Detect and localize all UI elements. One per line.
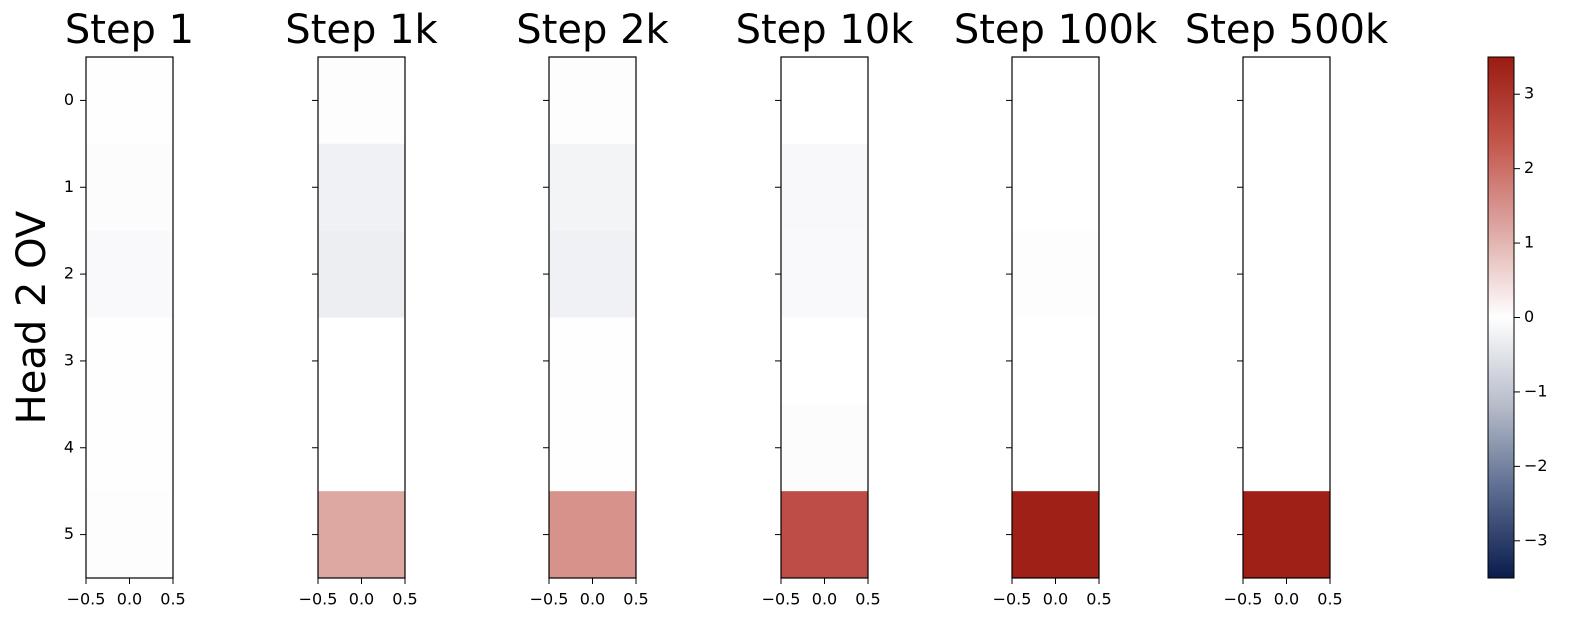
x-tick-label: 0.5	[623, 590, 648, 609]
heat-cell	[781, 230, 868, 318]
x-tick-label: −0.5	[993, 590, 1032, 609]
x-tick-label: 0.5	[1317, 590, 1342, 609]
x-tick-label: 0.0	[812, 590, 837, 609]
heat-cell	[1012, 57, 1099, 144]
heat-cell	[1012, 143, 1099, 231]
x-tick-label: 0.5	[855, 590, 880, 609]
heat-cell	[549, 317, 636, 405]
heat-cell	[1243, 57, 1330, 144]
panel-title: Step 2k	[516, 7, 669, 53]
y-tick-label: 0	[64, 90, 74, 109]
heat-cell	[1243, 491, 1330, 578]
heat-cell	[781, 57, 868, 144]
heat-cell	[549, 57, 636, 144]
x-tick-label: 0.0	[1043, 590, 1068, 609]
heat-cell	[86, 404, 173, 492]
heat-cell	[86, 317, 173, 405]
y-tick-label: 4	[64, 437, 74, 456]
panel-title: Step 100k	[954, 7, 1158, 53]
x-tick-label: 0.0	[580, 590, 605, 609]
colorbar-tick-label: 1	[1524, 233, 1534, 252]
heat-cell	[86, 57, 173, 144]
heat-cell	[1012, 230, 1099, 318]
heat-cell	[86, 230, 173, 318]
heat-cell	[1243, 317, 1330, 405]
heat-cell	[318, 57, 405, 144]
x-tick-label: 0.5	[160, 590, 185, 609]
x-tick-label: 0.0	[349, 590, 374, 609]
heat-cell	[318, 491, 405, 578]
x-tick-label: 0.0	[1274, 590, 1299, 609]
y-tick-label: 1	[64, 177, 74, 196]
colorbar-tick-label: 0	[1524, 307, 1534, 326]
y-tick-label: 5	[64, 524, 74, 543]
colorbar-tick-label: 3	[1524, 84, 1534, 103]
heat-cell	[318, 143, 405, 231]
heat-cell	[549, 143, 636, 231]
panel-title: Step 1k	[285, 7, 438, 53]
panel-title: Step 500k	[1185, 7, 1389, 53]
y-tick-label: 3	[64, 350, 74, 369]
heat-cell	[1012, 317, 1099, 405]
colorbar	[1487, 56, 1515, 579]
x-tick-label: 0.5	[1086, 590, 1111, 609]
x-tick-label: −0.5	[299, 590, 338, 609]
heat-cell	[1243, 143, 1330, 231]
colorbar-tick-label: −2	[1524, 456, 1548, 475]
colorbar-tick-label: 2	[1524, 158, 1534, 177]
x-tick-label: 0.5	[392, 590, 417, 609]
heat-cell	[781, 317, 868, 405]
panel-title: Step 10k	[736, 7, 915, 53]
heat-cell	[549, 404, 636, 492]
heat-cell	[1012, 491, 1099, 578]
heat-cell	[781, 143, 868, 231]
heat-cell	[318, 230, 405, 318]
x-tick-label: −0.5	[1224, 590, 1263, 609]
heat-cell	[318, 404, 405, 492]
heat-cell	[318, 317, 405, 405]
heat-cell	[549, 491, 636, 578]
colorbar-tick-label: −3	[1524, 530, 1548, 549]
heat-cell	[549, 230, 636, 318]
x-tick-label: −0.5	[67, 590, 106, 609]
heat-cell	[86, 491, 173, 578]
heat-cell	[781, 491, 868, 578]
x-tick-label: −0.5	[762, 590, 801, 609]
y-tick-label: 2	[64, 264, 74, 283]
heat-cell	[86, 143, 173, 231]
heat-cell	[1243, 404, 1330, 492]
panel-title: Step 1	[65, 7, 194, 53]
x-tick-label: 0.0	[117, 590, 142, 609]
heat-cell	[1243, 230, 1330, 318]
y-axis-label: Head 2 OV	[9, 210, 55, 424]
x-tick-label: −0.5	[530, 590, 569, 609]
colorbar-tick-label: −1	[1524, 381, 1548, 400]
heat-cell	[1012, 404, 1099, 492]
heat-cell	[781, 404, 868, 492]
